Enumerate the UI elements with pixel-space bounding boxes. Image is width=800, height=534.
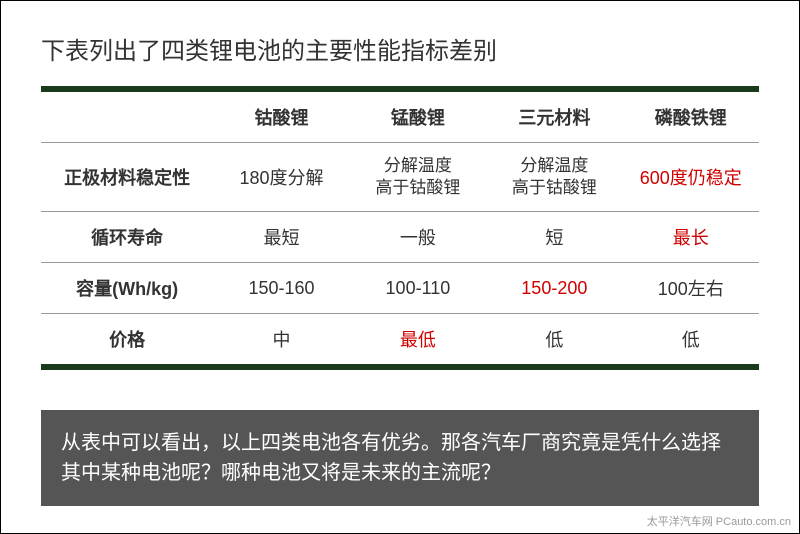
table-cell: 100左右 <box>623 263 759 314</box>
table-cell: 分解温度高于钴酸锂 <box>486 143 622 212</box>
table-cell: 150-160 <box>213 263 349 314</box>
table-cell: 最短 <box>213 212 349 263</box>
table-cell: 600度仍稳定 <box>623 143 759 212</box>
table-cell: 低 <box>623 314 759 368</box>
table-cell: 中 <box>213 314 349 368</box>
table-cell: 一般 <box>350 212 486 263</box>
comparison-table: 钴酸锂 锰酸锂 三元材料 磷酸铁锂 正极材料稳定性180度分解分解温度高于钴酸锂… <box>41 86 759 370</box>
col-header-blank <box>41 89 213 143</box>
col-header-1: 钴酸锂 <box>213 89 349 143</box>
row-header: 循环寿命 <box>41 212 213 263</box>
col-header-3: 三元材料 <box>486 89 622 143</box>
table-cell: 分解温度高于钴酸锂 <box>350 143 486 212</box>
page-title: 下表列出了四类锂电池的主要性能指标差别 <box>1 1 799 86</box>
row-header: 容量(Wh/kg) <box>41 263 213 314</box>
footer-note: 从表中可以看出，以上四类电池各有优劣。那各汽车厂商究竟是凭什么选择其中某种电池呢… <box>41 410 759 506</box>
table-cell: 最长 <box>623 212 759 263</box>
table-cell: 180度分解 <box>213 143 349 212</box>
table-cell: 低 <box>486 314 622 368</box>
watermark: 太平洋汽车网 PCauto.com.cn <box>647 513 791 529</box>
table-cell: 100-110 <box>350 263 486 314</box>
table-cell: 短 <box>486 212 622 263</box>
table-row: 正极材料稳定性180度分解分解温度高于钴酸锂分解温度高于钴酸锂600度仍稳定 <box>41 143 759 212</box>
table-row: 价格中最低低低 <box>41 314 759 368</box>
row-header: 正极材料稳定性 <box>41 143 213 212</box>
table-header-row: 钴酸锂 锰酸锂 三元材料 磷酸铁锂 <box>41 89 759 143</box>
table-row: 容量(Wh/kg)150-160100-110150-200100左右 <box>41 263 759 314</box>
table-cell: 150-200 <box>486 263 622 314</box>
table-row: 循环寿命最短一般短最长 <box>41 212 759 263</box>
row-header: 价格 <box>41 314 213 368</box>
col-header-4: 磷酸铁锂 <box>623 89 759 143</box>
table-cell: 最低 <box>350 314 486 368</box>
col-header-2: 锰酸锂 <box>350 89 486 143</box>
